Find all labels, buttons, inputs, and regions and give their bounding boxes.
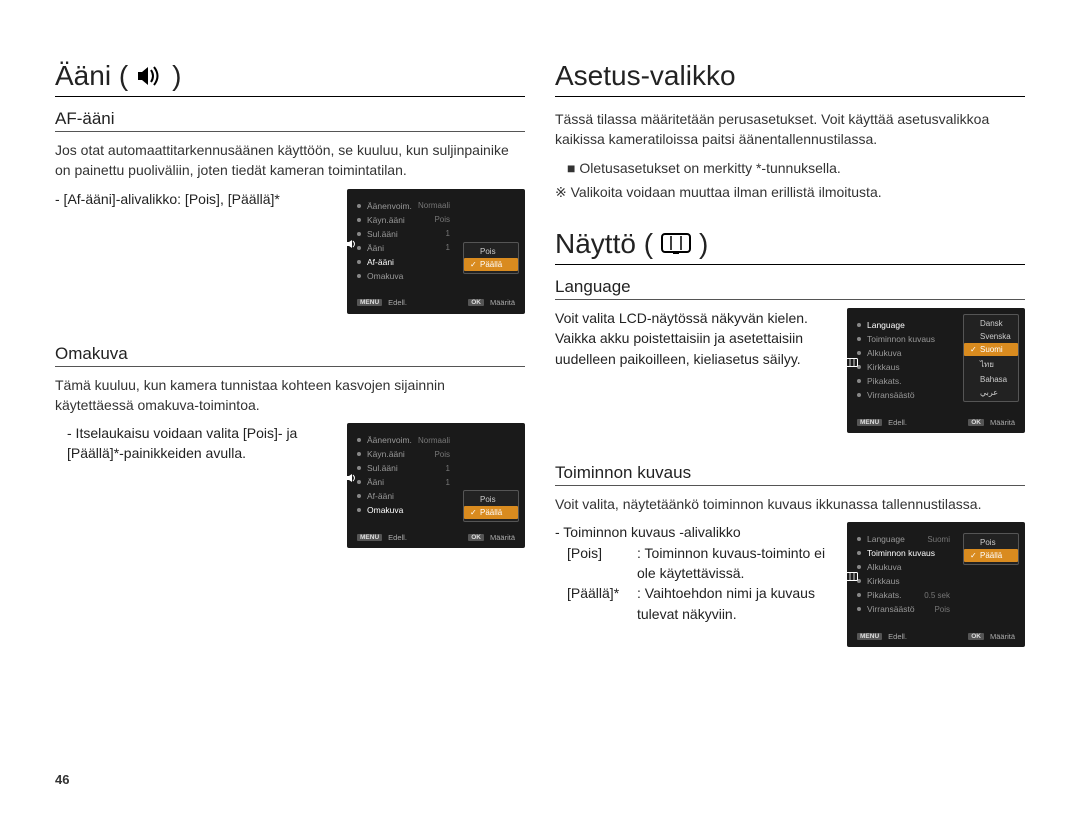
- language-heading: Language: [555, 277, 1025, 300]
- title-text: Ääni (: [55, 60, 128, 92]
- omakuva-subline: - Itselaukaisu voidaan valita [Pois]- ja…: [55, 423, 335, 464]
- omakuva-body: Tämä kuuluu, kun kamera tunnistaa kohtee…: [55, 375, 525, 416]
- menu-footer: MENUEdell.OKMääritä: [847, 415, 1025, 429]
- menu-option: عربي: [964, 386, 1018, 399]
- menu-item: Ääni1: [357, 241, 452, 255]
- display-icon: [845, 570, 859, 584]
- naytto-title: Näyttö ( ): [555, 228, 1025, 265]
- menu-item: Kirkkaus: [857, 360, 952, 374]
- menu-item: Language: [857, 318, 952, 332]
- asetus-bullet: ■ Oletusasetukset on merkitty *-tunnukse…: [555, 158, 1025, 178]
- menu-option: Pois: [464, 245, 518, 258]
- menu-item: Alkukuva: [857, 560, 952, 574]
- menu-option: Svenska: [964, 330, 1018, 343]
- menu-footer: MENUEdell.OKMääritä: [847, 629, 1025, 643]
- menu-option: ✓Päällä: [464, 258, 518, 271]
- menu-item: Omakuva: [357, 503, 452, 517]
- language-body: Voit valita LCD-näytössä näkyvän kielen.…: [555, 308, 835, 369]
- menu-item: Af-ääni: [357, 489, 452, 503]
- menu-item: Pikakats.0.5 sek: [857, 588, 952, 602]
- menu-item: Omakuva: [357, 269, 452, 283]
- menu-option: Pois: [964, 536, 1018, 549]
- menu-option: Bahasa: [964, 373, 1018, 386]
- title-close: ): [172, 60, 181, 92]
- omakuva-heading: Omakuva: [55, 344, 525, 367]
- menu-item: Af-ääni: [357, 255, 452, 269]
- menu-item: Toiminnon kuvaus: [857, 332, 952, 346]
- menu-item: Äänenvoim.Normaali: [357, 199, 452, 213]
- menu-item: Toiminnon kuvaus: [857, 546, 952, 560]
- menu-item: Ääni1: [357, 475, 452, 489]
- speaker-icon: [136, 64, 164, 88]
- toiminnon-body: Voit valita, näytetäänkö toiminnon kuvau…: [555, 494, 1025, 514]
- toiminnon-heading: Toiminnon kuvaus: [555, 463, 1025, 486]
- menu-option: ✓Päällä: [964, 549, 1018, 562]
- menu-item: Käyn.ääniPois: [357, 213, 452, 227]
- menu-item: Käyn.ääniPois: [357, 447, 452, 461]
- asetus-title: Asetus-valikko: [555, 60, 1025, 97]
- page-number: 46: [55, 772, 69, 787]
- menu-item: Alkukuva: [857, 346, 952, 360]
- omakuva-menu-screenshot: Äänenvoim.NormaaliKäyn.ääniPoisSul.ääni1…: [347, 423, 525, 548]
- menu-option: Pois: [464, 493, 518, 506]
- menu-item: Kirkkaus: [857, 574, 952, 588]
- sound-section-title: Ääni ( ): [55, 60, 525, 97]
- toiminnon-menu-screenshot: LanguageSuomiToiminnon kuvausAlkukuvaKir…: [847, 522, 1025, 647]
- asetus-intro: Tässä tilassa määritetään perusasetukset…: [555, 109, 1025, 150]
- menu-item: VirransäästöPois: [857, 602, 952, 616]
- language-menu-screenshot: LanguageToiminnon kuvausAlkukuvaKirkkaus…: [847, 308, 1025, 433]
- right-column: Asetus-valikko Tässä tilassa määritetään…: [555, 60, 1025, 647]
- menu-item: Pikakats.: [857, 374, 952, 388]
- menu-option: ✓Suomi: [964, 343, 1018, 356]
- af-aani-heading: AF-ääni: [55, 109, 525, 132]
- left-column: Ääni ( ) AF-ääni Jos otat automaattitark…: [55, 60, 525, 647]
- menu-option: ไทย: [964, 356, 1018, 373]
- sound-icon: [345, 471, 359, 485]
- toiminnon-options: [Pois]: Toiminnon kuvaus-toiminto ei ole…: [555, 543, 835, 624]
- toiminnon-subline: - Toiminnon kuvaus -alivalikko: [555, 522, 835, 542]
- af-aani-subline: - [Af-ääni]-alivalikko: [Pois], [Päällä]…: [55, 189, 335, 209]
- sound-icon: [345, 237, 359, 251]
- display-icon: [845, 356, 859, 370]
- asetus-note: ※ Valikoita voidaan muuttaa ilman erilli…: [555, 182, 1025, 202]
- menu-item: Virransäästö: [857, 388, 952, 402]
- af-aani-body: Jos otat automaattitarkennusäänen käyttö…: [55, 140, 525, 181]
- menu-item: Sul.ääni1: [357, 461, 452, 475]
- menu-item: LanguageSuomi: [857, 532, 952, 546]
- display-icon: [661, 233, 691, 255]
- menu-option: ✓Päällä: [464, 506, 518, 519]
- menu-option: Dansk: [964, 317, 1018, 330]
- menu-item: Sul.ääni1: [357, 227, 452, 241]
- menu-footer: MENUEdell.OKMääritä: [347, 296, 525, 310]
- menu-footer: MENUEdell.OKMääritä: [347, 530, 525, 544]
- menu-item: Äänenvoim.Normaali: [357, 433, 452, 447]
- af-aani-menu-screenshot: Äänenvoim.NormaaliKäyn.ääniPoisSul.ääni1…: [347, 189, 525, 314]
